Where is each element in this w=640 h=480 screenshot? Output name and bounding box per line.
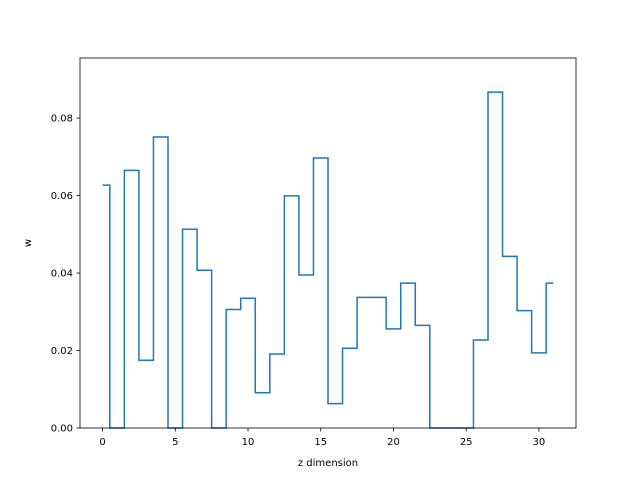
- x-tick-label: 20: [387, 437, 400, 448]
- y-tick-label: 0.04: [51, 269, 73, 280]
- x-tick-label: 15: [314, 437, 327, 448]
- x-tick-label: 30: [533, 437, 546, 448]
- y-tick-label: 0.00: [51, 424, 73, 435]
- x-tick-label: 25: [460, 437, 473, 448]
- x-tick-label: 0: [99, 437, 105, 448]
- y-axis-label: w: [23, 239, 34, 247]
- x-tick-label: 5: [172, 437, 178, 448]
- x-ticks: 0 5 10 15 20 25 30: [99, 428, 545, 448]
- y-tick-label: 0.02: [51, 346, 73, 357]
- x-axis-label: z dimension: [298, 458, 358, 469]
- y-ticks: 0.00 0.02 0.04 0.06 0.08: [51, 114, 80, 435]
- plot-frame: [79, 57, 577, 429]
- x-tick-label: 10: [242, 437, 255, 448]
- y-tick-label: 0.08: [51, 114, 73, 125]
- axes-layer: [79, 57, 577, 429]
- y-tick-label: 0.06: [51, 191, 73, 202]
